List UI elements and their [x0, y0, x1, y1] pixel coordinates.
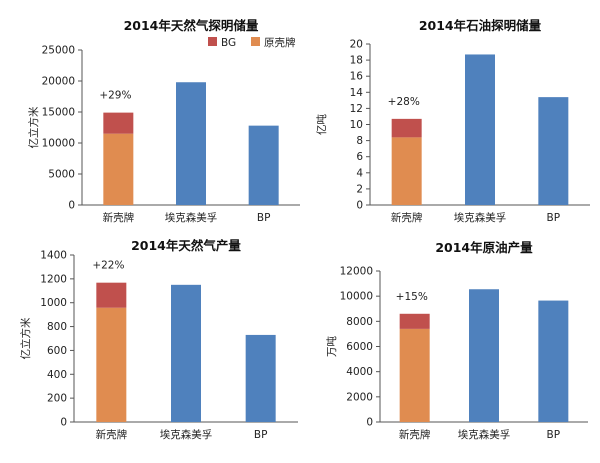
x-category-label: BP [547, 429, 561, 441]
y-tick-label: 4000 [346, 366, 373, 378]
y-axis-label: 亿吨 [315, 114, 328, 135]
y-tick-label: 1000 [40, 297, 67, 309]
growth-annotation: +22% [92, 260, 124, 272]
y-tick-label: 15000 [42, 107, 75, 119]
x-category-label: 新壳牌 [391, 211, 423, 224]
y-tick-label: 1200 [40, 273, 67, 285]
x-category-label: 新壳牌 [103, 211, 135, 224]
legend-label-original: 原壳牌 [264, 36, 296, 49]
y-axis-label: 亿立方米 [19, 317, 32, 359]
x-category-label: BP [257, 212, 271, 224]
chart-svg: 2014年原油产量 0 2000 4000 6000 8000 10000 12000 万吨 +1… [325, 240, 588, 441]
chart-svg: 2014年天然气产量 0 200 400 600 800 1000 1200 1400 亿立方米 +… [19, 238, 298, 441]
bar-original [96, 307, 127, 422]
growth-annotation: +28% [388, 96, 420, 108]
bar-original [103, 133, 134, 205]
y-tick-label: 25000 [42, 45, 75, 57]
x-category-label: 新壳牌 [399, 428, 431, 441]
bar-company [245, 334, 276, 422]
y-tick-label: 14 [350, 87, 364, 99]
bar-original [391, 137, 422, 205]
bar-bg [391, 118, 422, 138]
chart-panel-1: 2014年天然气探明储量 0 5000 10000 15000 20000 25000 亿立方… [0, 0, 300, 232]
y-tick-label: 0 [366, 417, 373, 429]
y-tick-label: 4 [356, 167, 363, 179]
legend-label-bg: BG [221, 37, 236, 49]
x-category-label: 埃克森美孚 [165, 211, 218, 224]
y-tick-label: 12000 [340, 266, 373, 278]
chart-panel-2: 2014年石油探明储量 0 2 4 6 8 10 12 14 16 18 20 亿吨 +28% 新壳牌 埃克森… [300, 0, 600, 232]
bar-company [171, 284, 201, 422]
chart-svg: 2014年石油探明储量 0 2 4 6 8 10 12 14 16 18 20 亿吨 +28% 新壳牌 埃克森… [315, 18, 590, 224]
y-tick-label: 20000 [42, 76, 75, 88]
y-tick-label: 2 [356, 183, 363, 195]
bar-bg [399, 313, 430, 329]
bar-company [538, 97, 569, 205]
x-category-label: 新壳牌 [96, 428, 128, 441]
chart-title: 2014年天然气产量 [131, 238, 241, 253]
y-tick-label: 2000 [346, 391, 373, 403]
chart-title: 2014年天然气探明储量 [124, 18, 259, 33]
x-category-label: BP [547, 212, 561, 224]
y-tick-label: 400 [47, 369, 67, 381]
y-tick-label: 16 [350, 71, 364, 83]
y-tick-label: 12 [350, 103, 363, 115]
x-category-label: 埃克森美孚 [160, 428, 213, 441]
y-tick-label: 10000 [42, 138, 75, 150]
chart-panel-3: 2014年天然气产量 0 200 400 600 800 1000 1200 1400 亿立方米 +… [0, 232, 300, 463]
y-tick-label: 10000 [340, 291, 373, 303]
bar-company [248, 125, 279, 205]
growth-annotation: +15% [396, 291, 428, 303]
y-tick-label: 800 [47, 321, 67, 333]
y-tick-label: 20 [350, 39, 363, 51]
bar-bg [103, 112, 134, 134]
y-tick-label: 18 [350, 55, 363, 67]
y-tick-label: 8000 [346, 316, 373, 328]
bar-bg [96, 282, 127, 308]
y-tick-label: 8 [356, 135, 363, 147]
bar-company [465, 54, 495, 206]
legend-swatch-bg [208, 37, 217, 46]
y-tick-label: 10 [350, 119, 363, 131]
y-tick-label: 6 [356, 151, 363, 163]
x-category-label: 埃克森美孚 [458, 428, 511, 441]
chart-title: 2014年原油产量 [435, 240, 533, 255]
y-tick-label: 200 [47, 393, 67, 405]
y-axis-label: 亿立方米 [27, 106, 40, 148]
y-tick-label: 0 [68, 200, 75, 212]
chart-panel-4: 2014年原油产量 0 2000 4000 6000 8000 10000 12000 万吨 +1… [300, 232, 600, 463]
bar-company [538, 300, 569, 422]
bar-original [399, 328, 430, 422]
y-tick-label: 1400 [40, 250, 67, 262]
x-category-label: BP [254, 429, 268, 441]
bar-company [469, 289, 499, 422]
y-tick-label: 5000 [48, 169, 75, 181]
chart-svg: 2014年天然气探明储量 0 5000 10000 15000 20000 25000 亿立方… [27, 18, 300, 224]
y-tick-label: 0 [356, 200, 363, 212]
y-tick-label: 6000 [346, 341, 373, 353]
chart-title: 2014年石油探明储量 [419, 18, 542, 33]
legend-swatch-original [251, 37, 260, 46]
x-category-label: 埃克森美孚 [454, 211, 507, 224]
y-axis-label: 万吨 [325, 336, 338, 357]
bar-company [176, 82, 206, 205]
y-tick-label: 600 [47, 345, 67, 357]
y-tick-label: 0 [60, 417, 67, 429]
growth-annotation: +29% [99, 90, 131, 102]
